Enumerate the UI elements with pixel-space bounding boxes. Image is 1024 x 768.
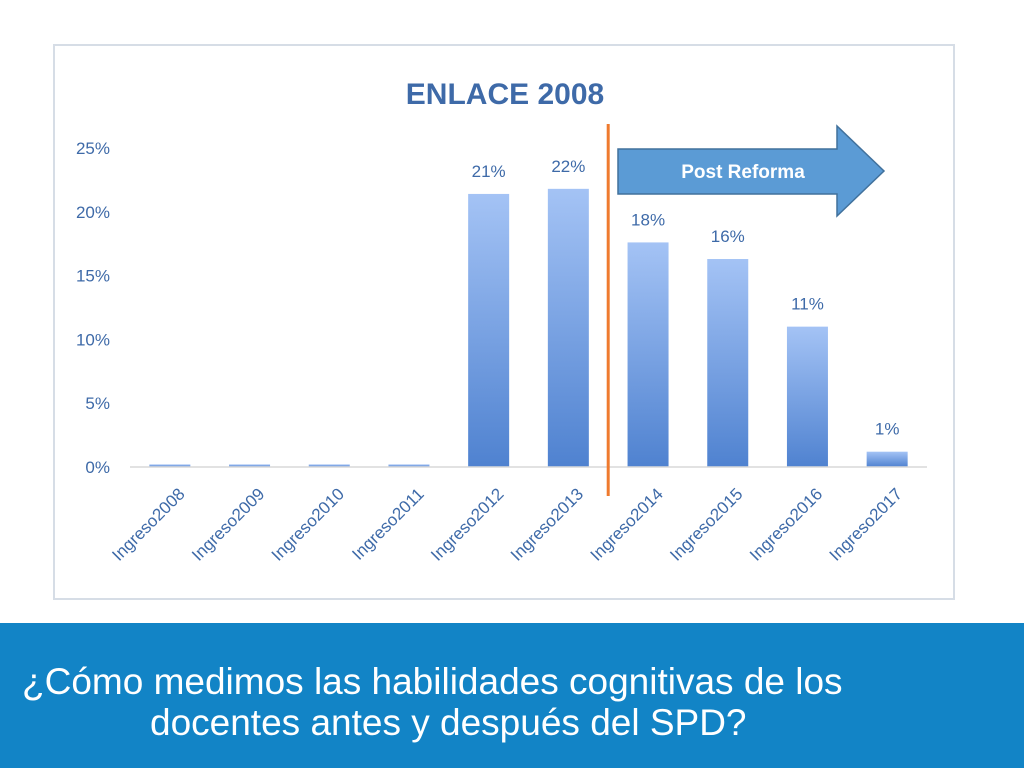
bar-ingreso2009: [229, 464, 271, 467]
chart-title: ENLACE 2008: [406, 78, 604, 111]
chart-frame: ENLACE 2008 0% 5% 10% 15% 20% 25% 21% 22% 18% 16…: [53, 44, 955, 600]
bar-ingreso2011: [388, 464, 430, 467]
bar-ingreso2014: [627, 242, 669, 467]
y-tick-label: 15%: [76, 267, 110, 286]
x-tick-label: Ingreso2013: [507, 484, 587, 564]
x-tick-label: Ingreso2012: [427, 484, 507, 564]
post-reforma-label: Post Reforma: [681, 162, 805, 183]
data-label: 11%: [791, 295, 824, 314]
x-tick-label: Ingreso2010: [268, 484, 348, 564]
post-reforma-arrow: Post Reforma: [617, 124, 886, 218]
footer-band: ¿Cómo medimos las habilidades cognitivas…: [0, 623, 1024, 768]
x-tick-label: Ingreso2014: [587, 484, 667, 564]
data-label: 16%: [711, 227, 745, 246]
y-tick-label: 5%: [85, 394, 110, 413]
bar-chart: ENLACE 2008 0% 5% 10% 15% 20% 25% 21% 22% 18% 16…: [76, 78, 927, 565]
bar-ingreso2017: [866, 451, 908, 467]
data-label: 21%: [472, 162, 506, 181]
y-tick-label: 0%: [85, 458, 110, 477]
arrow-right-icon: [617, 124, 886, 218]
bar-ingreso2013: [547, 188, 589, 467]
footer-line-1: ¿Cómo medimos las habilidades cognitivas…: [22, 661, 843, 702]
footer-line-2: docentes antes y después del SPD?: [150, 702, 747, 743]
data-label: 1%: [875, 420, 900, 439]
footer-question: ¿Cómo medimos las habilidades cognitivas…: [0, 661, 1024, 743]
data-label: 22%: [551, 157, 585, 176]
x-tick-label: Ingreso2017: [826, 484, 906, 564]
data-label: 18%: [631, 210, 665, 229]
bar-ingreso2008: [149, 464, 191, 467]
y-tick-label: 25%: [76, 139, 110, 158]
bar-ingreso2012: [468, 193, 510, 467]
x-tick-label: Ingreso2009: [188, 484, 268, 564]
y-tick-label: 10%: [76, 330, 110, 349]
bar-ingreso2015: [707, 259, 749, 467]
data-labels: 21% 22% 18% 16% 11% 1%: [472, 157, 900, 439]
x-tick-label: Ingreso2015: [666, 484, 746, 564]
bar-ingreso2010: [308, 464, 350, 467]
x-tick-label: Ingreso2011: [348, 484, 427, 563]
y-axis-ticks: 0% 5% 10% 15% 20% 25%: [76, 139, 110, 477]
bar-ingreso2016: [786, 326, 828, 467]
x-tick-label: Ingreso2016: [746, 484, 826, 564]
x-axis-ticks: Ingreso2008 Ingreso2009 Ingreso2010 Ingreso…: [108, 484, 906, 564]
x-tick-label: Ingreso2008: [108, 484, 188, 564]
y-tick-label: 20%: [76, 203, 110, 222]
bars: [149, 188, 908, 467]
